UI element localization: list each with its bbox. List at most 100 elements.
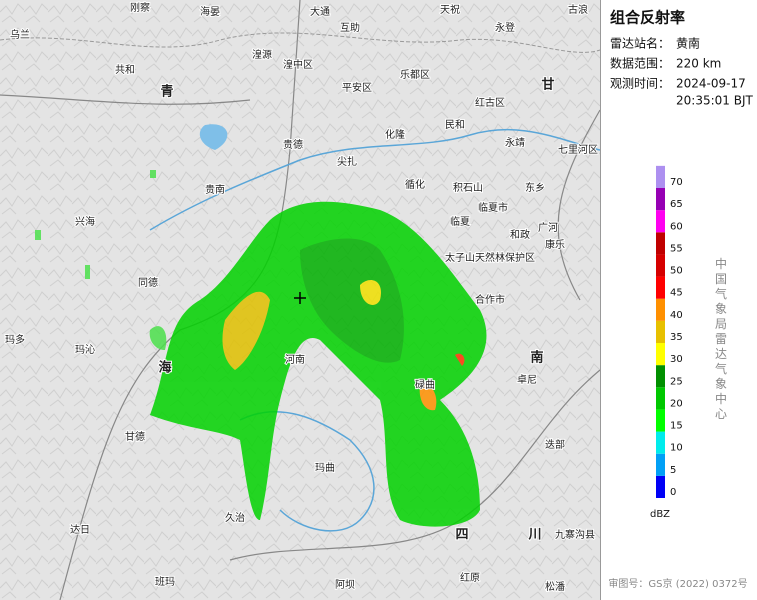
place-label: 南 [530,350,543,366]
place-label: 太子山天然林保护区 [445,251,535,264]
place-label: 久治 [225,511,245,524]
place-label: 民和 [445,119,465,131]
place-label: 七里河区 [558,144,598,156]
legend-color [656,188,665,211]
legend-color [656,431,665,454]
place-label: 和政 [510,228,530,241]
legend-color [656,475,665,498]
legend-tick-label: 45 [670,288,683,299]
place-label: 循化 [405,178,425,191]
place-label: 平安区 [342,81,372,94]
place-label: 湟中区 [283,58,313,71]
place-label: 玛曲 [315,462,335,474]
legend-color [656,453,665,476]
place-label: 青 [160,84,173,100]
place-label: 阿坝 [335,579,355,591]
radar-echo [35,170,487,527]
legend-tick-label: 20 [670,398,683,409]
legend-color [656,210,665,233]
place-label: 川 [527,528,541,543]
place-label: 广河 [538,222,558,234]
legend-tick-label: 5 [670,465,676,476]
place-label: 康乐 [545,238,565,251]
place-label: 松潘 [545,580,565,593]
legend-color [656,365,665,388]
approval: 审图号：GS京 (2022) 0372号 [608,577,747,590]
place-label: 贵南 [205,183,225,196]
place-label: 玛多 [5,333,25,346]
place-label: 刚察 [130,1,150,14]
place-label: 海 [158,360,171,376]
legend-color [656,298,665,321]
place-label: 卓尼 [517,374,537,386]
legend-tick-label: 30 [670,354,683,365]
time-label: 观测时间： [610,77,670,91]
place-label: 甘德 [125,430,145,443]
place-label: 甘 [541,77,554,93]
place-label: 永登 [495,21,515,34]
legend-color [656,165,665,188]
place-label: 临夏市 [478,201,508,214]
place-label: 积石山 [453,182,483,194]
range-label: 数据范围： [610,56,670,71]
legend-tick-label: 70 [670,177,683,188]
place-label: 大通 [310,5,330,18]
agency: 中国气象局雷达气象中心 [714,256,728,422]
legend-color [656,232,665,255]
legend-color [656,320,665,343]
place-label: 永靖 [505,136,525,149]
legend-tick-label: 35 [670,332,683,343]
place-label: 天祝 [440,3,460,16]
legend-color [656,387,665,410]
place-label: 尖扎 [337,155,357,168]
place-label: 贵德 [283,138,303,151]
river [239,411,375,532]
boundary [0,32,601,53]
place-label: 河南 [285,353,305,366]
place-label: 四 [455,528,468,543]
place-label: 兴海 [75,215,95,228]
place-label: 合作市 [475,293,505,306]
place-label: 海晏 [200,5,220,18]
place-label: 互助 [340,21,360,34]
legend-tick-label: 15 [670,421,683,432]
place-label: 红原 [460,571,480,584]
range: 220 km [676,57,721,71]
legend-tick-label: 65 [670,199,683,210]
legend-unit: dBZ [650,509,670,520]
legend-color [656,276,665,299]
legend-tick-label: 10 [670,443,683,454]
legend-tick-label: 25 [670,376,683,387]
legend-color [656,343,665,366]
place-label: 乐都区 [400,69,430,81]
place-label: 临夏 [450,215,470,228]
river [149,128,601,231]
station: 黄南 [676,36,700,51]
legend-tick-label: 50 [670,266,683,277]
date: 2024-09-17 [676,77,746,91]
legend-tick-label: 60 [670,221,683,232]
place-label: 九寨沟县 [555,528,595,541]
place-label: 迭部 [545,438,565,451]
place-label: 班玛 [155,576,175,588]
place-label: 乌兰 [10,28,30,41]
station-label: 雷达站名： [610,36,670,51]
place-label: 碌曲 [415,379,435,391]
place-label: 达日 [70,524,90,536]
place-label: 红古区 [475,96,505,109]
legend-tick-label: 40 [670,310,683,321]
place-label: 同德 [138,276,158,289]
place-label: 化隆 [385,128,405,141]
legend-color [656,409,665,432]
radar-site [294,292,306,304]
lake [199,124,228,150]
place-label: 共和 [115,64,135,76]
legend-tick-label: 55 [670,243,683,254]
legend-tick-label: 0 [670,487,676,498]
legend-color [656,254,665,277]
place-label: 古浪 [568,3,588,16]
panel-title: 组合反射率 [610,9,685,27]
place-label: 玛沁 [75,344,95,356]
